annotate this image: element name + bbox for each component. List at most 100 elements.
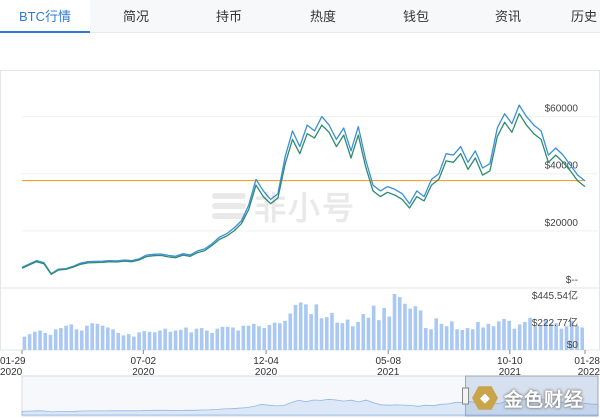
volume-bar	[293, 304, 298, 350]
volume-bar	[309, 314, 313, 350]
tab-4[interactable]: 热度	[309, 9, 336, 24]
volume-bar	[460, 329, 465, 350]
volume-bar	[434, 318, 439, 350]
volume-bar	[278, 323, 282, 350]
volume-bar	[356, 322, 360, 350]
volume-bar	[298, 302, 303, 350]
volume-bar	[132, 336, 136, 350]
tab-7[interactable]: 历史	[570, 9, 597, 24]
volume-bar	[231, 327, 235, 350]
volume-axis-label: $445.54亿	[532, 289, 578, 302]
volume-bar	[116, 332, 121, 350]
volume-bar	[564, 326, 569, 350]
volume-bar	[106, 327, 110, 350]
volume-bar	[33, 331, 37, 350]
volume-bar	[220, 326, 225, 350]
volume-bar	[205, 330, 209, 350]
volume-bar	[85, 325, 89, 350]
volume-bar	[397, 297, 402, 350]
volume-bar	[272, 322, 277, 350]
watermark-logo-icon	[212, 191, 246, 221]
tab-2[interactable]: 简况	[122, 9, 149, 24]
volume-bar	[288, 313, 293, 350]
volume-bar	[476, 322, 480, 350]
x-tick-date: 01-28	[574, 356, 600, 367]
volume-bar	[27, 334, 32, 350]
price-chart-svg: $60000 $40000 $20000 $-- $445.54亿 $222.77亿 $0 0…	[0, 70, 600, 417]
volume-bar	[392, 294, 397, 350]
volume-bar	[147, 331, 152, 350]
volume-bar	[517, 324, 522, 350]
volume-bar	[418, 310, 423, 350]
price-chart: $60000 $40000 $20000 $-- $445.54亿 $222.77亿 $0 0…	[0, 70, 600, 418]
volume-bar	[225, 326, 230, 350]
volume-bar	[361, 314, 366, 350]
volume-bar	[444, 326, 449, 350]
volume-bar	[351, 326, 355, 350]
volume-bar	[199, 328, 204, 350]
x-tick-year: 2020	[132, 367, 155, 378]
volume-bar	[100, 325, 105, 350]
volume-bar	[267, 325, 272, 350]
x-tick-date: 10-10	[497, 356, 523, 367]
volume-bar	[491, 326, 496, 350]
volume-bar	[377, 320, 381, 350]
x-tick-year: 2021	[499, 367, 522, 378]
volume-bar	[111, 329, 115, 350]
volume-bar	[74, 329, 79, 350]
tab-3[interactable]: 持币	[215, 9, 242, 24]
volume-bar	[59, 328, 63, 350]
volume-bar	[168, 331, 173, 350]
watermark: 非小号	[212, 186, 356, 226]
volume-bar	[189, 332, 194, 350]
gold-hexagon-icon: ◆	[472, 386, 498, 410]
volume-bar	[236, 330, 240, 350]
volume-bar	[304, 304, 308, 350]
navigator-handle-left[interactable]	[462, 387, 470, 405]
navigator-series	[21, 397, 599, 416]
x-tick-year: 2020	[0, 367, 23, 378]
volume-bar	[53, 329, 58, 350]
volume-bar	[481, 327, 485, 350]
volume-bar	[502, 318, 506, 350]
volume-bar	[403, 303, 407, 350]
volume-bar	[340, 323, 345, 350]
volume-bar	[496, 321, 501, 350]
volume-bar	[549, 323, 553, 350]
volume-bar	[90, 323, 94, 350]
volume-bar	[538, 325, 543, 350]
volume-bar	[413, 306, 418, 350]
y-tick-label: $20000	[545, 218, 579, 229]
volume-axis-label: $0	[567, 340, 579, 351]
volume-bar	[387, 316, 392, 350]
x-tick-date: 12-04	[253, 356, 279, 367]
volume-bar	[95, 323, 100, 350]
tab-1[interactable]: BTC行情	[0, 0, 90, 33]
volume-bar	[215, 328, 220, 350]
volume-bar	[450, 321, 454, 350]
volume-bar	[523, 322, 527, 350]
volume-bar	[137, 332, 141, 350]
volume-bar	[366, 317, 371, 350]
volume-bar	[173, 330, 178, 350]
tab-5[interactable]: 钱包	[402, 9, 429, 24]
volume-bar	[163, 328, 167, 350]
volume-bar	[210, 332, 214, 350]
brand-badge: ◆ 金色财经	[472, 384, 584, 412]
volume-bar	[257, 326, 261, 350]
volume-bar	[69, 324, 74, 350]
volume-bar	[465, 328, 470, 350]
volume-bar	[569, 320, 574, 350]
volume-bar	[455, 329, 459, 350]
volume-bar	[382, 308, 386, 350]
volume-bar	[580, 327, 584, 350]
volume-bar	[22, 336, 27, 350]
volume-bar	[121, 335, 126, 350]
volume-bar	[507, 320, 512, 350]
volume-bar	[371, 305, 376, 350]
volume-bar	[554, 323, 558, 350]
tab-6[interactable]: 资讯	[494, 9, 521, 24]
brand-text: 金色财经	[504, 389, 585, 411]
x-tick-year: 2021	[377, 367, 400, 378]
volume-bar	[194, 328, 199, 350]
